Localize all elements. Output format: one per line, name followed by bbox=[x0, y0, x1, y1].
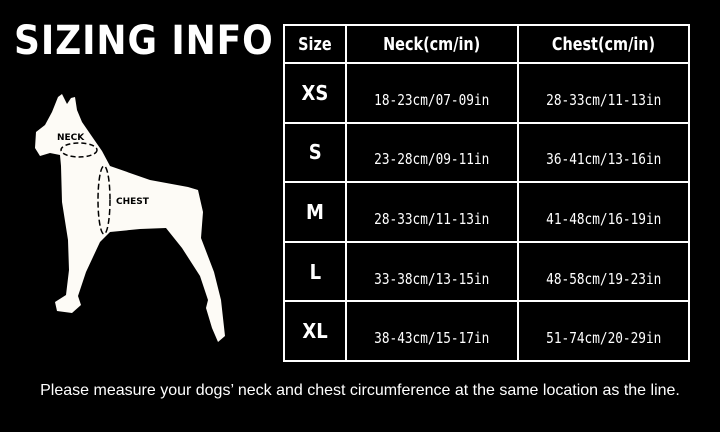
table-row: XL 38-43cm/15-17in 51-74cm/20-29in bbox=[283, 300, 690, 362]
neck-cell: 28-33cm/11-13in bbox=[345, 181, 519, 243]
measurement-note: Please measure your dogs’ neck and chest… bbox=[40, 382, 680, 399]
neck-cell: 38-43cm/15-17in bbox=[345, 300, 519, 362]
header-neck: Neck(cm/in) bbox=[345, 24, 519, 64]
neck-cell: 33-38cm/13-15in bbox=[345, 240, 519, 303]
size-cell: L bbox=[283, 240, 347, 303]
dog-measurement-diagram: NECK CHEST bbox=[35, 94, 225, 342]
page-title: SIZING INFO bbox=[14, 18, 274, 64]
neck-line bbox=[60, 142, 98, 158]
size-chart-table: Size Neck(cm/in) Chest(cm/in) XS 18-23cm… bbox=[282, 23, 691, 363]
neck-label: NECK bbox=[57, 133, 85, 143]
table-header-row: Size Neck(cm/in) Chest(cm/in) bbox=[283, 24, 690, 64]
size-cell: XS bbox=[283, 62, 347, 124]
neck-cell: 18-23cm/07-09in bbox=[345, 62, 519, 124]
chest-cell: 36-41cm/13-16in bbox=[516, 121, 690, 184]
chest-line bbox=[97, 165, 111, 235]
table-row: S 23-28cm/09-11in 36-41cm/13-16in bbox=[283, 121, 690, 184]
size-cell: S bbox=[283, 121, 347, 184]
table-row: XS 18-23cm/07-09in 28-33cm/11-13in bbox=[283, 62, 690, 124]
table-row: L 33-38cm/13-15in 48-58cm/19-23in bbox=[283, 240, 690, 303]
neck-cell: 23-28cm/09-11in bbox=[345, 121, 519, 184]
header-chest: Chest(cm/in) bbox=[516, 24, 690, 64]
header-size: Size bbox=[283, 24, 347, 64]
chest-label: CHEST bbox=[116, 197, 150, 207]
size-cell: XL bbox=[283, 300, 347, 362]
dog-silhouette bbox=[35, 94, 225, 342]
chest-cell: 28-33cm/11-13in bbox=[516, 62, 690, 124]
chest-cell: 41-48cm/16-19in bbox=[516, 181, 690, 243]
table-row: M 28-33cm/11-13in 41-48cm/16-19in bbox=[283, 181, 690, 243]
chest-cell: 48-58cm/19-23in bbox=[516, 240, 690, 303]
chest-cell: 51-74cm/20-29in bbox=[516, 300, 690, 362]
size-cell: M bbox=[283, 181, 347, 243]
